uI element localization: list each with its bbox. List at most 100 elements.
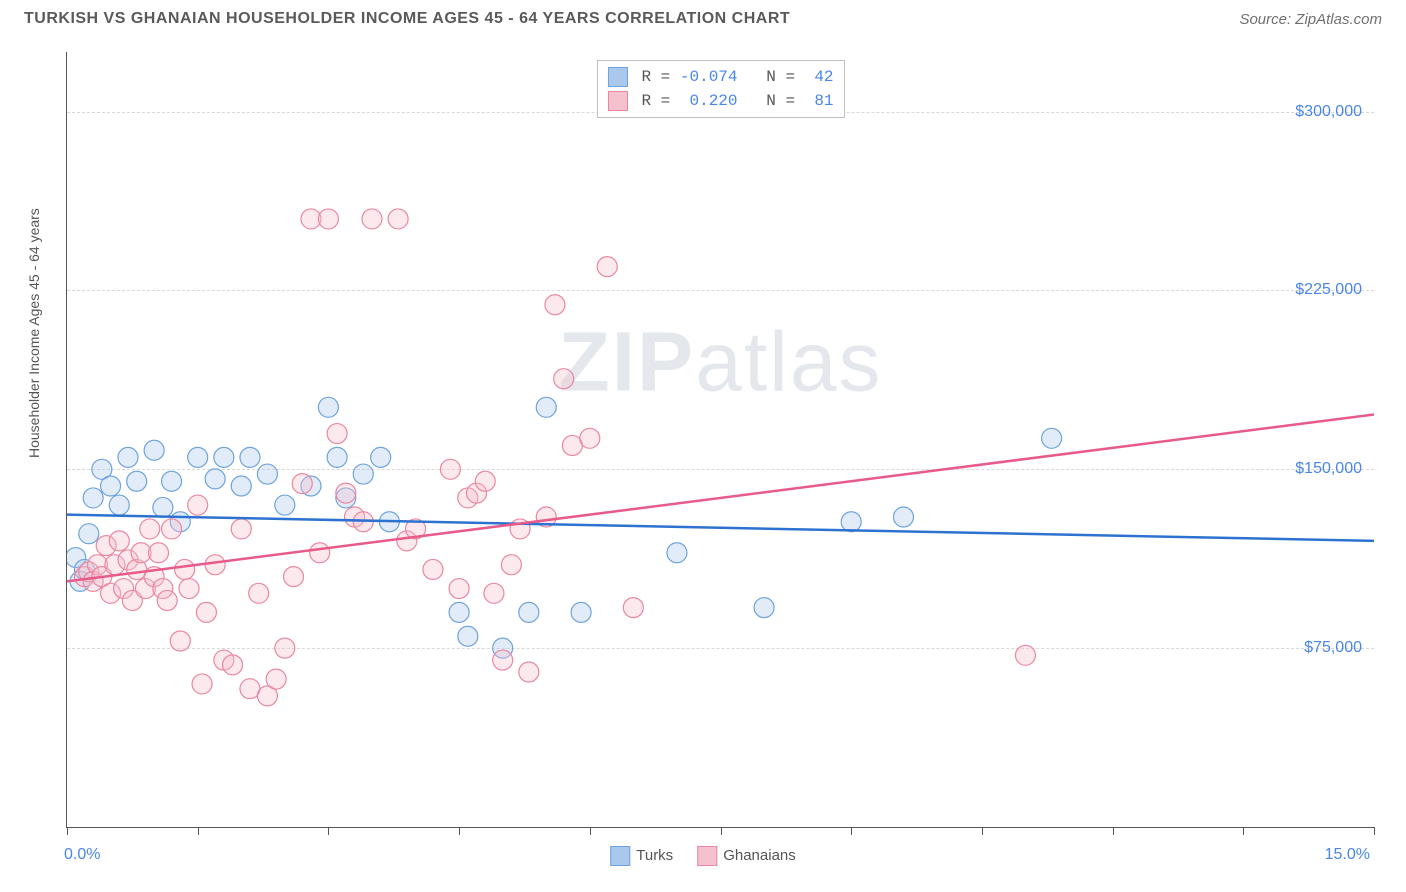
data-point	[318, 397, 338, 417]
data-point	[79, 524, 99, 544]
data-point	[571, 602, 591, 622]
data-point	[841, 512, 861, 532]
data-point	[101, 476, 121, 496]
legend-swatch	[697, 846, 717, 866]
data-point	[484, 583, 504, 603]
x-tick	[982, 827, 983, 835]
data-point	[140, 519, 160, 539]
data-point	[249, 583, 269, 603]
data-point	[371, 447, 391, 467]
legend-label: Ghanaians	[723, 847, 796, 864]
data-point	[519, 602, 539, 622]
x-axis-max-label: 15.0%	[1325, 846, 1370, 864]
x-tick	[1113, 827, 1114, 835]
data-point	[231, 476, 251, 496]
data-point	[109, 531, 129, 551]
chart-title: TURKISH VS GHANAIAN HOUSEHOLDER INCOME A…	[24, 10, 790, 28]
legend-swatch	[610, 846, 630, 866]
x-axis-min-label: 0.0%	[64, 846, 100, 864]
data-point	[545, 295, 565, 315]
data-point	[449, 602, 469, 622]
data-point	[162, 471, 182, 491]
data-point	[754, 598, 774, 618]
data-point	[188, 495, 208, 515]
data-point	[188, 447, 208, 467]
data-point	[362, 209, 382, 229]
x-tick	[67, 827, 68, 835]
data-point	[327, 424, 347, 444]
plot-area: ZIPatlas R = -0.074 N = 42R = 0.220 N = …	[66, 52, 1374, 828]
data-point	[580, 428, 600, 448]
data-point	[205, 469, 225, 489]
x-tick	[1374, 827, 1375, 835]
data-point	[175, 559, 195, 579]
data-point	[493, 650, 513, 670]
data-point	[109, 495, 129, 515]
data-point	[153, 497, 173, 517]
data-point	[554, 369, 574, 389]
x-tick	[328, 827, 329, 835]
data-point	[170, 631, 190, 651]
trend-line	[67, 515, 1374, 541]
data-point	[501, 555, 521, 575]
data-point	[292, 474, 312, 494]
data-point	[327, 447, 347, 467]
data-point	[1015, 645, 1035, 665]
data-point	[223, 655, 243, 675]
x-tick	[590, 827, 591, 835]
data-point	[353, 464, 373, 484]
data-point	[144, 440, 164, 460]
legend-item: Ghanaians	[697, 846, 796, 866]
data-point	[162, 519, 182, 539]
legend-swatch	[607, 67, 627, 87]
data-point	[423, 559, 443, 579]
data-point	[336, 483, 356, 503]
data-point	[440, 459, 460, 479]
data-point	[205, 555, 225, 575]
stats-row: R = 0.220 N = 81	[607, 89, 833, 113]
data-point	[318, 209, 338, 229]
data-point	[83, 488, 103, 508]
data-point	[148, 543, 168, 563]
data-point	[118, 447, 138, 467]
data-point	[519, 662, 539, 682]
series-legend: Turks Ghanaians	[610, 846, 796, 866]
trend-line	[67, 414, 1374, 581]
data-point	[214, 447, 234, 467]
data-point	[275, 638, 295, 658]
data-point	[1042, 428, 1062, 448]
data-point	[266, 669, 286, 689]
x-tick	[459, 827, 460, 835]
stats-row: R = -0.074 N = 42	[607, 65, 833, 89]
scatter-svg	[67, 52, 1374, 827]
data-point	[310, 543, 330, 563]
data-point	[284, 567, 304, 587]
data-point	[240, 447, 260, 467]
data-point	[231, 519, 251, 539]
data-point	[157, 590, 177, 610]
data-point	[192, 674, 212, 694]
data-point	[536, 397, 556, 417]
data-point	[196, 602, 216, 622]
x-tick	[721, 827, 722, 835]
data-point	[127, 471, 147, 491]
legend-item: Turks	[610, 846, 673, 866]
data-point	[388, 209, 408, 229]
data-point	[623, 598, 643, 618]
x-tick	[198, 827, 199, 835]
data-point	[449, 579, 469, 599]
data-point	[893, 507, 913, 527]
data-point	[597, 257, 617, 277]
data-point	[179, 579, 199, 599]
data-point	[458, 626, 478, 646]
chart-container: Householder Income Ages 45 - 64 years ZI…	[24, 44, 1382, 872]
data-point	[275, 495, 295, 515]
legend-swatch	[607, 91, 627, 111]
data-point	[667, 543, 687, 563]
source-label: Source: ZipAtlas.com	[1239, 11, 1382, 28]
stats-legend: R = -0.074 N = 42R = 0.220 N = 81	[596, 60, 844, 118]
x-tick	[851, 827, 852, 835]
legend-label: Turks	[636, 847, 673, 864]
y-axis-label: Householder Income Ages 45 - 64 years	[26, 208, 42, 458]
data-point	[257, 464, 277, 484]
